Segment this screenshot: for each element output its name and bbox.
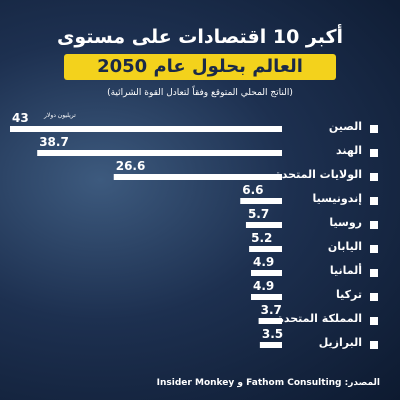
bar <box>240 198 282 204</box>
category-label: الولايات المتحدة <box>275 168 362 181</box>
bar <box>37 150 283 156</box>
value-label: 5.2 <box>251 231 272 245</box>
unit-label: تريليون دولار <box>44 112 76 119</box>
value-label: 4.9 <box>253 279 274 293</box>
value-label: 3.7 <box>261 303 282 317</box>
bar <box>259 342 282 348</box>
bar <box>258 318 282 324</box>
bullet <box>370 317 378 325</box>
subtitle: (الناتج المحلي المتوقع وفقاً لتعادل القو… <box>107 88 293 98</box>
bar <box>251 270 282 276</box>
source: المصدر: Fathom Consulting و Insider Monk… <box>156 378 380 388</box>
bar <box>251 294 282 300</box>
value-label: 43 <box>12 111 29 125</box>
value-label: 5.7 <box>248 207 269 221</box>
category-label: اليابان <box>327 240 362 253</box>
bullet <box>370 173 378 181</box>
bullet <box>370 269 378 277</box>
category-label: البرازيل <box>318 336 362 349</box>
bullet <box>370 245 378 253</box>
category-label: تركيا <box>336 288 362 301</box>
bar <box>113 174 282 180</box>
category-label: ألمانيا <box>329 264 362 277</box>
bar <box>249 246 282 252</box>
value-label: 3.5 <box>262 327 283 341</box>
bullet <box>370 341 378 349</box>
bullet <box>370 221 378 229</box>
category-label: إندونيسيا <box>312 192 362 205</box>
value-label: 4.9 <box>253 255 274 269</box>
category-label: الهند <box>335 144 362 157</box>
bullet <box>370 197 378 205</box>
value-label: 38.7 <box>39 135 69 149</box>
bar <box>10 126 282 132</box>
bullet <box>370 125 378 133</box>
category-label: المملكة المتحدة <box>277 312 362 325</box>
category-label: الصين <box>328 120 362 133</box>
title: أكبر 10 اقتصادات على مستوى <box>56 26 344 48</box>
bullet <box>370 293 378 301</box>
bullet <box>370 149 378 157</box>
title-highlight: العالم بحلول عام 2050 <box>64 54 336 80</box>
bar <box>245 222 282 228</box>
category-label: روسيا <box>329 216 362 229</box>
value-label: 26.6 <box>116 159 146 173</box>
value-label: 6.6 <box>242 183 263 197</box>
